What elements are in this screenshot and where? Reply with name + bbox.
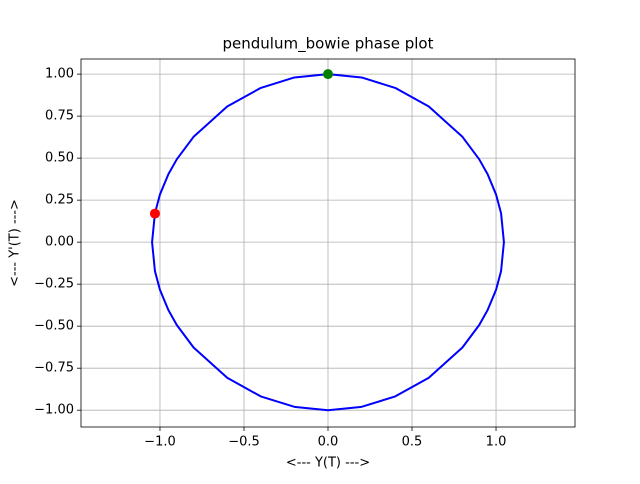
y-axis-label: <--- Y'(T) ---> <box>8 199 23 287</box>
y-tick-label: 0.00 <box>45 235 74 250</box>
x-tick-label: 0.5 <box>402 435 423 450</box>
y-tick-label: 0.25 <box>45 193 74 208</box>
y-tick-label: −0.75 <box>34 361 74 376</box>
x-tick-label: 1.0 <box>486 435 507 450</box>
x-tick-label: 0.0 <box>318 435 339 450</box>
plot-frame <box>80 58 576 428</box>
y-tick-label: 0.50 <box>45 151 74 166</box>
y-tick-label: −0.50 <box>34 319 74 334</box>
y-tick-label: −1.00 <box>34 403 74 418</box>
y-tick-label: 1.00 <box>45 67 74 82</box>
x-axis-label: <--- Y(T) ---> <box>286 456 370 471</box>
x-tick-label: −1.0 <box>144 435 176 450</box>
x-tick-label: −0.5 <box>228 435 260 450</box>
point-marker <box>149 208 160 219</box>
y-tick-label: −0.25 <box>34 277 74 292</box>
y-tick-label: 0.75 <box>45 109 74 124</box>
chart-title: pendulum_bowie phase plot <box>223 35 434 54</box>
phase-curve <box>151 73 505 412</box>
point-marker <box>323 69 333 80</box>
